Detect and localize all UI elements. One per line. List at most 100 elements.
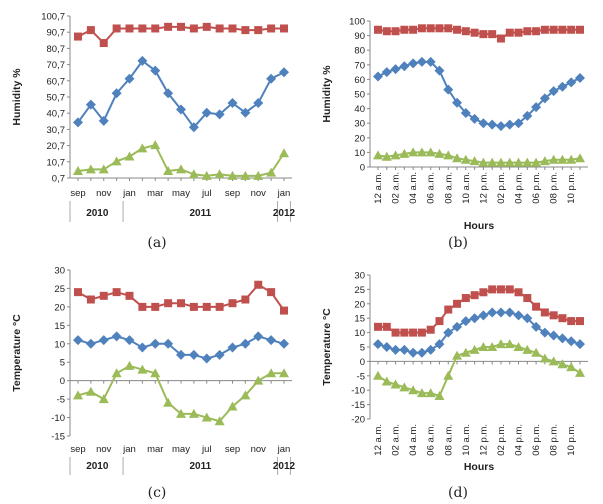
x-tick-label: 06 a.m. bbox=[426, 424, 437, 456]
data-point-red bbox=[461, 27, 470, 36]
data-point-green bbox=[73, 166, 83, 176]
data-point-blue bbox=[522, 313, 533, 324]
data-point-green bbox=[214, 169, 225, 179]
data-point-green bbox=[478, 342, 489, 351]
data-point-blue bbox=[214, 109, 225, 120]
data-point-red bbox=[496, 34, 505, 43]
data-point-green bbox=[443, 150, 454, 160]
y-tick-label: 0 bbox=[360, 163, 365, 174]
data-point-red bbox=[391, 27, 400, 36]
data-point-green bbox=[163, 397, 174, 407]
x-tick-label: sep bbox=[225, 444, 240, 455]
panel-caption: (a) bbox=[147, 235, 166, 251]
data-point-green bbox=[575, 153, 585, 163]
data-point-blue bbox=[495, 307, 506, 318]
data-point-red bbox=[417, 328, 426, 337]
data-point-blue bbox=[279, 338, 289, 349]
data-point-green bbox=[408, 147, 419, 157]
year-group-label: 2011 bbox=[189, 461, 211, 472]
data-point-green bbox=[163, 166, 174, 176]
panel-b-humidity-hourly: 0 10 20 30 40 50 60 70 80 90 100 12 a.m. 02 a.m. 04 a… bbox=[321, 17, 588, 251]
x-tick-label: 02 a.m. bbox=[391, 172, 402, 204]
data-point-green bbox=[266, 368, 277, 378]
data-point-red bbox=[241, 26, 250, 35]
y-tick-label: 25 bbox=[354, 285, 365, 296]
data-point-blue bbox=[469, 313, 480, 324]
y-tick-label: 40 bbox=[354, 104, 365, 115]
data-point-red bbox=[514, 28, 523, 37]
y-tick-label: 70,7 bbox=[47, 60, 66, 71]
data-point-green bbox=[201, 412, 212, 422]
data-point-blue bbox=[176, 349, 186, 360]
data-point-green bbox=[531, 157, 542, 167]
y-axis-title: Temperature °C bbox=[321, 308, 333, 386]
data-point-blue bbox=[111, 88, 122, 99]
data-point-blue bbox=[478, 310, 489, 321]
data-point-red bbox=[112, 24, 121, 33]
data-point-red bbox=[435, 24, 444, 33]
data-point-red bbox=[177, 299, 185, 308]
data-point-blue bbox=[408, 58, 419, 69]
x-tick-label: jul bbox=[201, 188, 212, 199]
y-axis-title: Humidity % bbox=[11, 68, 23, 126]
data-point-green bbox=[111, 368, 122, 378]
x-tick-label: 12 p.m. bbox=[478, 172, 489, 204]
data-point-blue bbox=[539, 93, 550, 104]
data-point-red bbox=[151, 24, 160, 33]
data-point-blue bbox=[548, 330, 559, 341]
data-point-green bbox=[575, 367, 585, 377]
data-point-red bbox=[99, 291, 108, 300]
x-tick-label: 06 a.m. bbox=[426, 172, 437, 204]
data-point-red bbox=[112, 288, 121, 297]
data-point-green bbox=[539, 156, 550, 166]
data-point-blue bbox=[557, 333, 568, 344]
x-tick-label: 06 p.m. bbox=[531, 424, 542, 456]
x-tick-label: 12 a.m. bbox=[373, 424, 384, 456]
data-point-blue bbox=[531, 102, 542, 113]
data-point-red bbox=[514, 288, 523, 297]
data-point-green bbox=[566, 362, 577, 372]
data-point-blue bbox=[124, 73, 135, 84]
x-tick-label: 12 p.m. bbox=[478, 424, 489, 456]
data-point-blue bbox=[85, 338, 96, 349]
data-point-blue bbox=[504, 307, 515, 318]
x-tick-label: 10 a.m. bbox=[461, 172, 472, 204]
data-point-red bbox=[488, 285, 497, 294]
year-group-label: 2011 bbox=[189, 208, 211, 219]
data-point-green bbox=[557, 154, 568, 164]
y-tick-label: 30 bbox=[354, 119, 365, 130]
data-point-blue bbox=[504, 119, 515, 130]
data-point-red bbox=[280, 24, 288, 33]
data-point-green bbox=[469, 344, 480, 354]
y-tick-label: 10 bbox=[354, 148, 365, 159]
data-point-green bbox=[137, 364, 148, 374]
data-point-red bbox=[382, 27, 391, 36]
y-axis-title: Temperature °C bbox=[11, 314, 23, 392]
data-point-blue bbox=[253, 97, 264, 108]
year-group-label: 2010 bbox=[86, 461, 109, 472]
data-point-red bbox=[125, 291, 134, 300]
y-tick-label: 100,7 bbox=[41, 12, 65, 23]
data-point-green bbox=[513, 157, 524, 167]
data-point-red bbox=[540, 308, 549, 317]
y-tick-label: -15 bbox=[51, 432, 65, 443]
data-point-green bbox=[98, 394, 109, 404]
data-point-blue bbox=[452, 321, 463, 332]
data-point-blue bbox=[85, 99, 96, 110]
data-point-blue bbox=[176, 104, 186, 115]
data-point-green bbox=[557, 359, 568, 369]
data-point-red bbox=[391, 328, 400, 337]
data-point-blue bbox=[279, 67, 289, 78]
data-point-red bbox=[558, 25, 567, 34]
y-tick-label: 10 bbox=[354, 328, 365, 339]
data-point-red bbox=[549, 25, 558, 34]
data-point-red bbox=[138, 302, 147, 311]
data-point-green bbox=[460, 154, 471, 164]
data-point-red bbox=[99, 39, 108, 48]
data-point-blue bbox=[188, 349, 199, 360]
x-tick-label: nov bbox=[96, 188, 112, 199]
data-point-blue bbox=[513, 118, 524, 129]
x-tick-label: sep bbox=[70, 444, 85, 455]
data-point-green bbox=[399, 148, 410, 158]
